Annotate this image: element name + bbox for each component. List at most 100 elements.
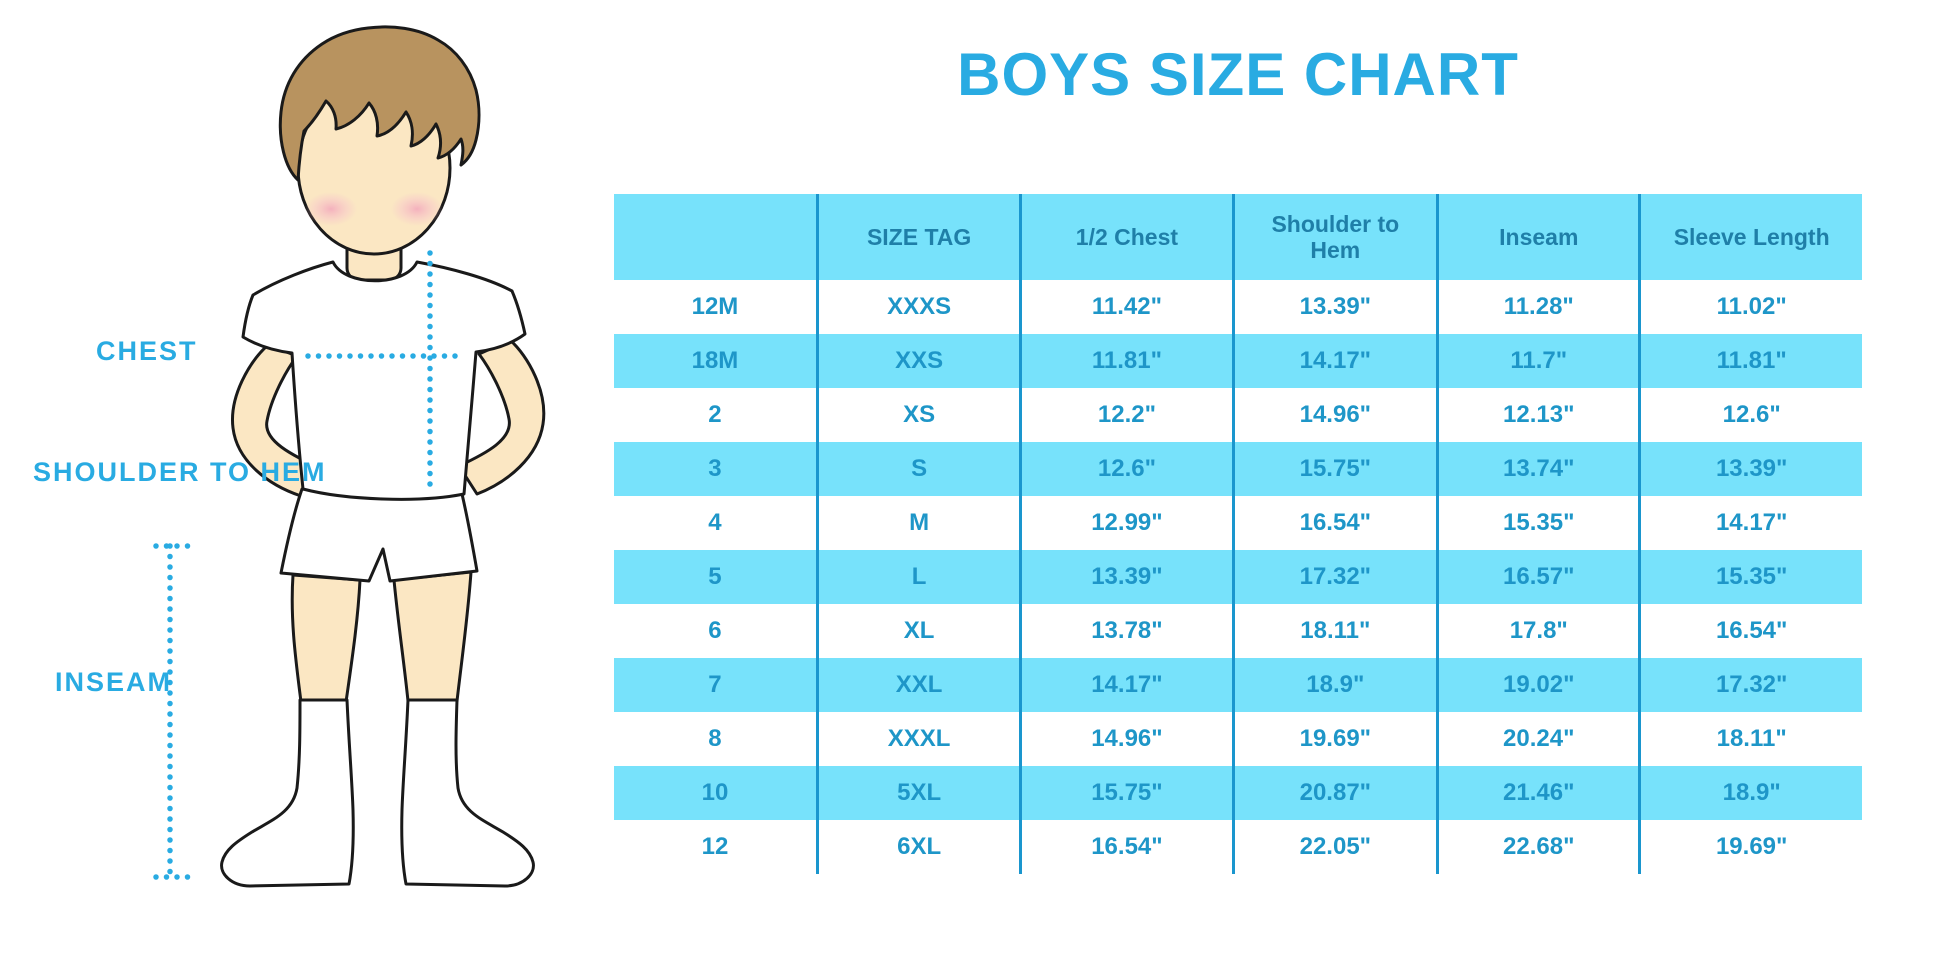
- header-cell-sleeve-length: Sleeve Length: [1638, 194, 1862, 280]
- table-cell: 6: [614, 604, 818, 658]
- header-cell-size-tag: SIZE TAG: [815, 194, 1021, 280]
- table-cell: 15.35": [1638, 550, 1862, 604]
- table-cell: S: [815, 442, 1021, 496]
- table-row: 10 5XL 15.75" 20.87" 21.46" 18.9": [614, 766, 1862, 820]
- table-cell: 16.54": [1638, 604, 1862, 658]
- table-cell: 13.39": [1019, 550, 1233, 604]
- table-cell: 12.99": [1019, 496, 1233, 550]
- table-cell: L: [815, 550, 1021, 604]
- table-cell: 12.6": [1019, 442, 1233, 496]
- table-cell: 19.69": [1231, 712, 1438, 766]
- table-cell: 12.13": [1436, 388, 1640, 442]
- table-cell: 17.32": [1638, 658, 1862, 712]
- table-cell: 13.39": [1638, 442, 1862, 496]
- table-cell: 12.6": [1638, 388, 1862, 442]
- table-cell: 11.81": [1638, 334, 1862, 388]
- table-cell: M: [815, 496, 1021, 550]
- table-cell: 18M: [614, 334, 818, 388]
- header-cell-age: [614, 194, 818, 280]
- table-row: 6 XL 13.78" 18.11" 17.8" 16.54": [614, 604, 1862, 658]
- boy-left-sock: [220, 698, 355, 888]
- boy-hair: [278, 25, 481, 182]
- measurement-diagram: [0, 0, 580, 973]
- table-row: 8 XXXL 14.96" 19.69" 20.24" 18.11": [614, 712, 1862, 766]
- table-cell: 11.42": [1019, 280, 1233, 334]
- table-cell: 14.96": [1019, 712, 1233, 766]
- header-row: SIZE TAG 1/2 Chest Shoulder to Hem Insea…: [614, 194, 1862, 280]
- table-row: 18M XXS 11.81" 14.17" 11.7" 11.81": [614, 334, 1862, 388]
- table-cell: 5: [614, 550, 818, 604]
- table-row: 5 L 13.39" 17.32" 16.57" 15.35": [614, 550, 1862, 604]
- table-cell: 14.17": [1638, 496, 1862, 550]
- table-cell: 4: [614, 496, 818, 550]
- table-cell: 13.78": [1019, 604, 1233, 658]
- table-cell: 16.54": [1231, 496, 1438, 550]
- size-table: SIZE TAG 1/2 Chest Shoulder to Hem Insea…: [614, 194, 1862, 874]
- table-row: 3 S 12.6" 15.75" 13.74" 13.39": [614, 442, 1862, 496]
- size-table-header: SIZE TAG 1/2 Chest Shoulder to Hem Insea…: [614, 194, 1862, 280]
- table-cell: XL: [815, 604, 1021, 658]
- table-cell: 14.17": [1019, 658, 1233, 712]
- table-cell: 11.28": [1436, 280, 1640, 334]
- boy-shorts: [279, 487, 479, 583]
- table-cell: 18.9": [1231, 658, 1438, 712]
- table-cell: XS: [815, 388, 1021, 442]
- table-cell: 17.32": [1231, 550, 1438, 604]
- table-cell: 7: [614, 658, 818, 712]
- table-cell: 11.02": [1638, 280, 1862, 334]
- inseam-label: INSEAM: [55, 667, 173, 697]
- boy-blush-left: [305, 192, 357, 226]
- table-cell: 18.11": [1231, 604, 1438, 658]
- header-cell-half-chest: 1/2 Chest: [1019, 194, 1233, 280]
- table-cell: 15.75": [1231, 442, 1438, 496]
- table-cell: XXL: [815, 658, 1021, 712]
- table-cell: 16.57": [1436, 550, 1640, 604]
- table-cell: 22.68": [1436, 820, 1640, 874]
- header-cell-inseam: Inseam: [1436, 194, 1640, 280]
- table-cell: 11.7": [1436, 334, 1640, 388]
- table-cell: 19.69": [1638, 820, 1862, 874]
- table-cell: 14.96": [1231, 388, 1438, 442]
- table-cell: 22.05": [1231, 820, 1438, 874]
- table-cell: 14.17": [1231, 334, 1438, 388]
- table-cell: XXXL: [815, 712, 1021, 766]
- table-row: 2 XS 12.2" 14.96" 12.13" 12.6": [614, 388, 1862, 442]
- boy-left-leg: [290, 573, 362, 704]
- table-cell: 18.9": [1638, 766, 1862, 820]
- table-cell: 12M: [614, 280, 818, 334]
- table-cell: 3: [614, 442, 818, 496]
- shoulder-to-hem-label: SHOULDER TO HEM: [33, 457, 327, 487]
- table-cell: 2: [614, 388, 818, 442]
- table-cell: 13.74": [1436, 442, 1640, 496]
- table-row: 12 6XL 16.54" 22.05" 22.68" 19.69": [614, 820, 1862, 874]
- boy-shirt: [241, 260, 527, 501]
- table-cell: 8: [614, 712, 818, 766]
- boy-illustration: [153, 25, 546, 888]
- boy-right-leg: [392, 570, 473, 703]
- table-cell: 16.54": [1019, 820, 1233, 874]
- table-cell: XXXS: [815, 280, 1021, 334]
- table-cell: 12.2": [1019, 388, 1233, 442]
- boy-right-arm: [457, 338, 546, 496]
- table-row: 7 XXL 14.17" 18.9" 19.02" 17.32": [614, 658, 1862, 712]
- table-cell: 6XL: [815, 820, 1021, 874]
- page-title: BOYS SIZE CHART: [957, 41, 1519, 108]
- table-cell: 17.8": [1436, 604, 1640, 658]
- header-cell-shoulder-to-hem: Shoulder to Hem: [1231, 194, 1438, 280]
- table-cell: 19.02": [1436, 658, 1640, 712]
- table-cell: 11.81": [1019, 334, 1233, 388]
- table-cell: 5XL: [815, 766, 1021, 820]
- table-row: 12M XXXS 11.42" 13.39" 11.28" 11.02": [614, 280, 1862, 334]
- chest-label: CHEST: [96, 336, 198, 366]
- table-cell: 20.87": [1231, 766, 1438, 820]
- table-cell: 13.39": [1231, 280, 1438, 334]
- table-cell: 10: [614, 766, 818, 820]
- table-cell: 12: [614, 820, 818, 874]
- size-table-body: 12M XXXS 11.42" 13.39" 11.28" 11.02" 18M XXS 11.…: [614, 280, 1862, 874]
- table-cell: 20.24": [1436, 712, 1640, 766]
- table-cell: 18.11": [1638, 712, 1862, 766]
- table-cell: 15.35": [1436, 496, 1640, 550]
- table-cell: XXS: [815, 334, 1021, 388]
- table-cell: 15.75": [1019, 766, 1233, 820]
- table-cell: 21.46": [1436, 766, 1640, 820]
